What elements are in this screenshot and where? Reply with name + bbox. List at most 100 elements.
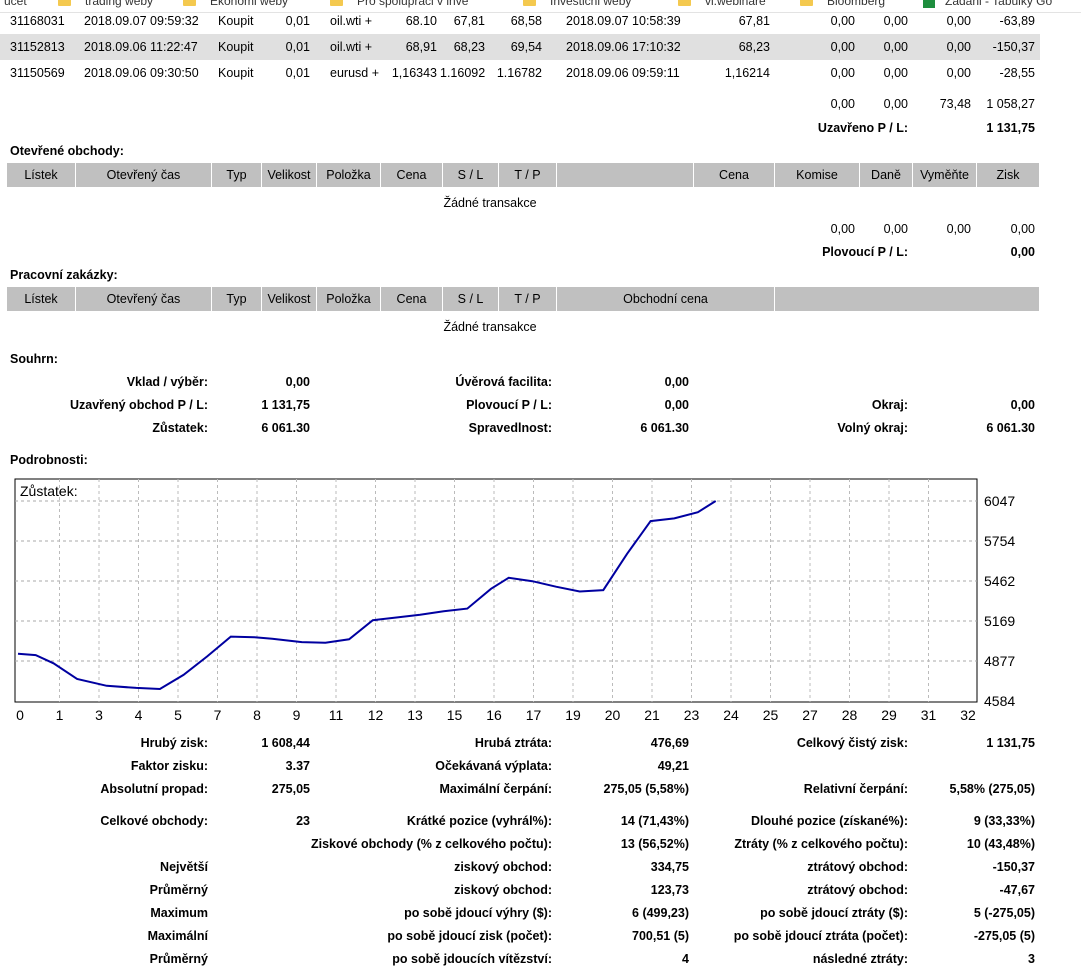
stat-label: Absolutní propad: xyxy=(100,782,208,796)
cell-sl: 68,23 xyxy=(453,40,485,54)
stat-label: Maximum xyxy=(150,906,208,920)
credit-value: 0,00 xyxy=(664,375,689,389)
stat-value: 1 608,44 xyxy=(261,736,310,750)
stat-label: ztrátový obchod: xyxy=(807,883,908,897)
stat-value: 23 xyxy=(296,814,310,828)
stat-value: 9 (33,33%) xyxy=(973,814,1035,828)
x-tick-label: 3 xyxy=(95,707,103,723)
header-type: Typ xyxy=(211,163,261,187)
open-total-taxes: 0,00 xyxy=(883,222,908,236)
x-tick-label: 15 xyxy=(447,707,463,723)
cell-close-time: 2018.09.07 10:58:39 xyxy=(566,14,681,28)
bookmark-investicni-weby[interactable]: Investicni weby xyxy=(523,0,631,8)
closed-trade-pl-label: Uzavřený obchod P / L: xyxy=(70,398,208,412)
working-empty-text: Žádné transakce xyxy=(443,320,537,334)
x-tick-label: 17 xyxy=(526,707,542,723)
cell-tp: 68,58 xyxy=(510,14,542,28)
cell-ticket: 31152813 xyxy=(10,40,65,54)
closed-total-taxes: 0,00 xyxy=(883,97,908,111)
cell-price: 68.10 xyxy=(405,14,437,28)
header-tp: T / P xyxy=(498,287,556,311)
open-total-swap: 0,00 xyxy=(946,222,971,236)
x-tick-label: 25 xyxy=(763,707,779,723)
cell-tp: 1.16782 xyxy=(496,66,542,80)
folder-icon xyxy=(183,0,196,7)
stat-value: 275,05 (5,58%) xyxy=(603,782,689,796)
y-tick-label: 5462 xyxy=(984,573,1015,589)
stat-label: Maximální xyxy=(147,929,208,943)
deposit-label: Vklad / výběr: xyxy=(126,375,208,389)
header-size: Velikost xyxy=(261,163,316,187)
header-item: Položka xyxy=(316,163,380,187)
cell-swap: 0,00 xyxy=(946,14,971,28)
stat-value: -275,05 (5) xyxy=(973,929,1035,943)
stat-label: Krátké pozice (vyhrál%): xyxy=(406,814,552,828)
cell-type: Koupit xyxy=(218,66,254,80)
cell-price: 1,16343 xyxy=(391,66,437,80)
working-orders-title: Pracovní zakázky: xyxy=(10,268,118,282)
summary-title: Souhrn: xyxy=(10,352,58,366)
cell-close-price: 1,16214 xyxy=(724,66,770,80)
table-row xyxy=(0,34,1040,60)
header-trade-price: Obchodní cena xyxy=(556,287,774,311)
header-tp: T / P xyxy=(498,163,556,187)
stat-label: ziskový obchod: xyxy=(454,860,552,874)
stat-label: Hrubý zisk: xyxy=(140,736,208,750)
bookmark-trading-weby[interactable]: trading weby xyxy=(58,0,153,8)
bookmark-ucet[interactable]: ucet xyxy=(4,0,27,8)
header-price: Cena xyxy=(380,287,442,311)
x-tick-label: 1 xyxy=(56,707,64,723)
bookmark-ekonomi-weby[interactable]: Ekonomi weby xyxy=(183,0,288,8)
bookmark-zadani[interactable]: Zadani - Tabulky Go xyxy=(923,0,1052,8)
cell-open-time: 2018.09.06 09:30:50 xyxy=(84,66,199,80)
header-swap: Vyměňte xyxy=(912,163,976,187)
stat-label: následné ztráty: xyxy=(812,952,908,966)
stat-label: po sobě jdoucí výhry ($): xyxy=(404,906,552,920)
margin-value: 0,00 xyxy=(1010,398,1035,412)
header-close-price: Cena xyxy=(693,163,774,187)
bookmark-webinare[interactable]: vi.webinare xyxy=(678,0,766,8)
folder-icon xyxy=(800,0,813,7)
y-tick-label: 5169 xyxy=(984,613,1015,629)
stat-value: -47,67 xyxy=(999,883,1035,897)
x-tick-label: 24 xyxy=(723,707,739,723)
stat-label: Očekávaná výplata: xyxy=(435,759,552,773)
cell-item: eurusd + xyxy=(330,66,379,80)
stat-label: Hrubá ztráta: xyxy=(474,736,552,750)
cell-item: oil.wti + xyxy=(330,14,373,28)
stat-label: Ztráty (% z celkového počtu): xyxy=(734,837,908,851)
x-tick-label: 13 xyxy=(407,707,423,723)
folder-icon xyxy=(330,0,343,7)
stat-value: 700,51 (5) xyxy=(632,929,689,943)
bookmark-spoluprace[interactable]: Pro spolupraci v inve xyxy=(330,0,468,8)
cell-type: Koupit xyxy=(218,40,254,54)
header-size: Velikost xyxy=(261,287,316,311)
cell-item: oil.wti + xyxy=(330,40,373,54)
balance-value: 6 061.30 xyxy=(261,421,310,435)
header-blank xyxy=(774,287,1039,311)
header-item: Položka xyxy=(316,287,380,311)
stat-label: Celkový čistý zisk: xyxy=(796,736,908,750)
stat-label: Dlouhé pozice (získané%): xyxy=(751,814,908,828)
header-price: Cena xyxy=(380,163,442,187)
stat-label: Maximální čerpání: xyxy=(439,782,552,796)
cell-swap: 0,00 xyxy=(946,66,971,80)
bookmark-bloomberg[interactable]: Bloomberg xyxy=(800,0,885,8)
cell-profit: -28,55 xyxy=(999,66,1035,80)
y-tick-label: 4584 xyxy=(984,693,1015,709)
header-sl: S / L xyxy=(442,163,498,187)
stat-value: 123,73 xyxy=(650,883,689,897)
stat-value: 3 xyxy=(1028,952,1035,966)
open-empty-text: Žádné transakce xyxy=(443,196,537,210)
cell-taxes: 0,00 xyxy=(883,40,908,54)
cell-profit: -63,89 xyxy=(999,14,1035,28)
stat-value: 49,21 xyxy=(657,759,689,773)
x-tick-label: 9 xyxy=(293,707,301,723)
closed-total-profit: 1 058,27 xyxy=(986,97,1035,111)
stat-label: Celkové obchody: xyxy=(100,814,208,828)
header-open-time: Otevřený čas xyxy=(75,287,211,311)
deposit-value: 0,00 xyxy=(285,375,310,389)
header-commission: Komise xyxy=(774,163,859,187)
plot-frame xyxy=(14,478,978,703)
cell-close-price: 68,23 xyxy=(738,40,770,54)
